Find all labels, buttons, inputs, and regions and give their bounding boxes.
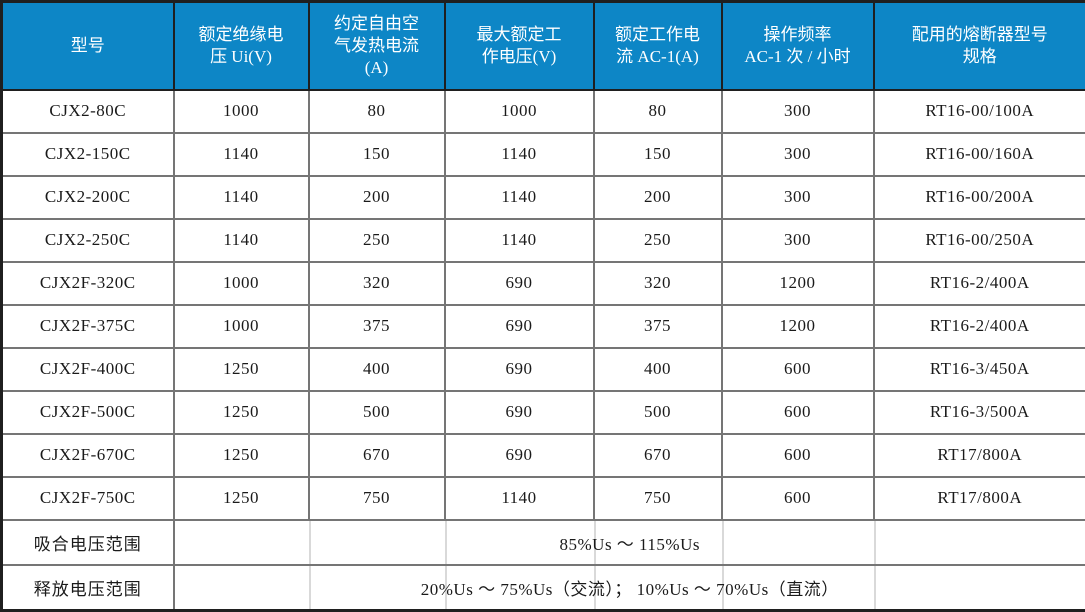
pickup-voltage-row: 吸合电压范围 85%Us ～ 115%Us <box>0 518 1085 566</box>
table-row: CJX2-80C 1000 80 1000 80 300 RT16-00/100… <box>0 88 1085 134</box>
value-cell: 150 <box>307 131 446 177</box>
value-cell: 400 <box>307 346 446 392</box>
value-cell: 600 <box>720 346 875 392</box>
value-cell: 1200 <box>720 260 875 306</box>
table-row: CJX2F-400C 1250 400 690 400 600 RT16-3/4… <box>0 346 1085 392</box>
fuse-cell: RT16-00/200A <box>872 174 1085 220</box>
value-cell: 750 <box>592 475 723 521</box>
fuse-cell: RT17/800A <box>872 475 1085 521</box>
table-row: CJX2-250C 1140 250 1140 250 300 RT16-00/… <box>0 217 1085 263</box>
value-cell: 250 <box>307 217 446 263</box>
value-cell: 1000 <box>172 260 310 306</box>
pickup-voltage-label: 吸合电压范围 <box>0 518 175 566</box>
model-cell: CJX2-150C <box>0 131 175 177</box>
model-cell: CJX2-80C <box>0 88 175 134</box>
header-cell-insulation-voltage: 额定绝缘电 压 Ui(V) <box>172 0 310 91</box>
value-cell: 1000 <box>172 303 310 349</box>
model-cell: CJX2F-375C <box>0 303 175 349</box>
value-cell: 690 <box>443 303 595 349</box>
value-cell: 80 <box>592 88 723 134</box>
value-cell: 320 <box>592 260 723 306</box>
value-cell: 1140 <box>172 217 310 263</box>
fuse-cell: RT17/800A <box>872 432 1085 478</box>
value-cell: 690 <box>443 260 595 306</box>
value-cell: 1140 <box>172 174 310 220</box>
header-row: 型号 额定绝缘电 压 Ui(V) 约定自由空 气发热电流 (A) 最大额定工 作… <box>0 0 1085 91</box>
value-cell: 600 <box>720 475 875 521</box>
value-cell: 375 <box>592 303 723 349</box>
table-row: CJX2-150C 1140 150 1140 150 300 RT16-00/… <box>0 131 1085 177</box>
value-cell: 300 <box>720 88 875 134</box>
value-cell: 600 <box>720 389 875 435</box>
header-cell-working-current: 额定工作电 流 AC-1(A) <box>592 0 723 91</box>
value-cell: 690 <box>443 389 595 435</box>
release-voltage-value: 20%Us ～ 75%Us（交流）； 10%Us ～ 70%Us（直流） <box>172 563 1085 612</box>
value-cell: 1250 <box>172 475 310 521</box>
fuse-cell: RT16-00/100A <box>872 88 1085 134</box>
value-cell: 500 <box>307 389 446 435</box>
model-cell: CJX2-200C <box>0 174 175 220</box>
release-voltage-row: 释放电压范围 20%Us ～ 75%Us（交流）； 10%Us ～ 70%Us（… <box>0 563 1085 612</box>
header-cell-thermal-current: 约定自由空 气发热电流 (A) <box>307 0 446 91</box>
model-cell: CJX2F-500C <box>0 389 175 435</box>
value-cell: 150 <box>592 131 723 177</box>
model-cell: CJX2F-320C <box>0 260 175 306</box>
pickup-voltage-value: 85%Us ～ 115%Us <box>172 518 1085 566</box>
value-cell: 400 <box>592 346 723 392</box>
value-cell: 320 <box>307 260 446 306</box>
value-cell: 670 <box>592 432 723 478</box>
value-cell: 300 <box>720 174 875 220</box>
value-cell: 1200 <box>720 303 875 349</box>
value-cell: 80 <box>307 88 446 134</box>
value-cell: 1140 <box>172 131 310 177</box>
table-row: CJX2F-750C 1250 750 1140 750 600 RT17/80… <box>0 475 1085 521</box>
value-cell: 1000 <box>172 88 310 134</box>
release-voltage-label: 释放电压范围 <box>0 563 175 612</box>
model-cell: CJX2F-400C <box>0 346 175 392</box>
table-row: CJX2F-375C 1000 375 690 375 1200 RT16-2/… <box>0 303 1085 349</box>
header-cell-fuse-spec: 配用的熔断器型号 规格 <box>872 0 1085 91</box>
value-cell: 1140 <box>443 217 595 263</box>
value-cell: 1140 <box>443 475 595 521</box>
value-cell: 750 <box>307 475 446 521</box>
header-cell-max-working-voltage: 最大额定工 作电压(V) <box>443 0 595 91</box>
fuse-cell: RT16-2/400A <box>872 303 1085 349</box>
header-cell-operating-frequency: 操作频率 AC-1 次 / 小时 <box>720 0 875 91</box>
value-cell: 1250 <box>172 432 310 478</box>
model-cell: CJX2-250C <box>0 217 175 263</box>
value-cell: 300 <box>720 131 875 177</box>
header-cell-model: 型号 <box>0 0 175 91</box>
fuse-cell: RT16-2/400A <box>872 260 1085 306</box>
value-cell: 1250 <box>172 389 310 435</box>
value-cell: 200 <box>592 174 723 220</box>
value-cell: 1140 <box>443 131 595 177</box>
value-cell: 375 <box>307 303 446 349</box>
model-cell: CJX2F-750C <box>0 475 175 521</box>
table-row: CJX2-200C 1140 200 1140 200 300 RT16-00/… <box>0 174 1085 220</box>
value-cell: 1000 <box>443 88 595 134</box>
value-cell: 690 <box>443 346 595 392</box>
model-cell: CJX2F-670C <box>0 432 175 478</box>
value-cell: 200 <box>307 174 446 220</box>
value-cell: 670 <box>307 432 446 478</box>
table-row: CJX2F-320C 1000 320 690 320 1200 RT16-2/… <box>0 260 1085 306</box>
fuse-cell: RT16-00/160A <box>872 131 1085 177</box>
fuse-cell: RT16-00/250A <box>872 217 1085 263</box>
fuse-cell: RT16-3/450A <box>872 346 1085 392</box>
value-cell: 600 <box>720 432 875 478</box>
table-row: CJX2F-500C 1250 500 690 500 600 RT16-3/5… <box>0 389 1085 435</box>
value-cell: 300 <box>720 217 875 263</box>
table-row: CJX2F-670C 1250 670 690 670 600 RT17/800… <box>0 432 1085 478</box>
value-cell: 250 <box>592 217 723 263</box>
value-cell: 500 <box>592 389 723 435</box>
value-cell: 1140 <box>443 174 595 220</box>
fuse-cell: RT16-3/500A <box>872 389 1085 435</box>
value-cell: 690 <box>443 432 595 478</box>
value-cell: 1250 <box>172 346 310 392</box>
